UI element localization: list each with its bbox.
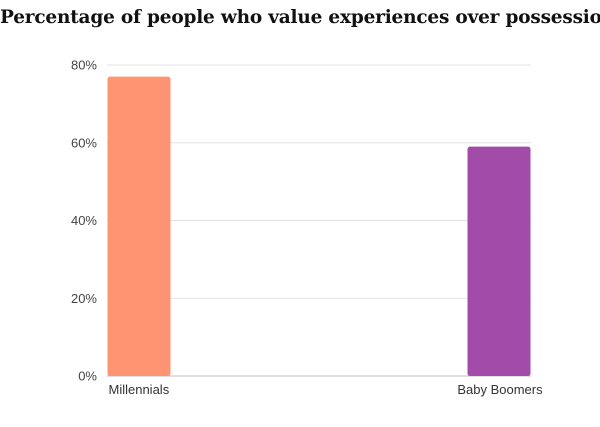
bar-millennials [107, 76, 171, 376]
y-tick-label: 20% [71, 291, 97, 306]
chart-title: Percentage of people who value experienc… [0, 7, 600, 28]
y-tick-label: 60% [71, 135, 97, 150]
y-tick-label: 80% [71, 58, 97, 73]
x-tick-label: Baby Boomers [457, 382, 543, 397]
x-tick-label: Millennials [109, 382, 170, 397]
y-axis-ticks: 0% 20% 40% 60% 80% [71, 58, 97, 384]
gridlines [107, 64, 531, 377]
bars [107, 76, 531, 376]
x-axis-labels: Millennials Baby Boomers [109, 382, 544, 397]
y-tick-label: 0% [78, 369, 97, 384]
y-tick-label: 40% [71, 213, 97, 228]
bar-baby-boomers [467, 146, 531, 376]
